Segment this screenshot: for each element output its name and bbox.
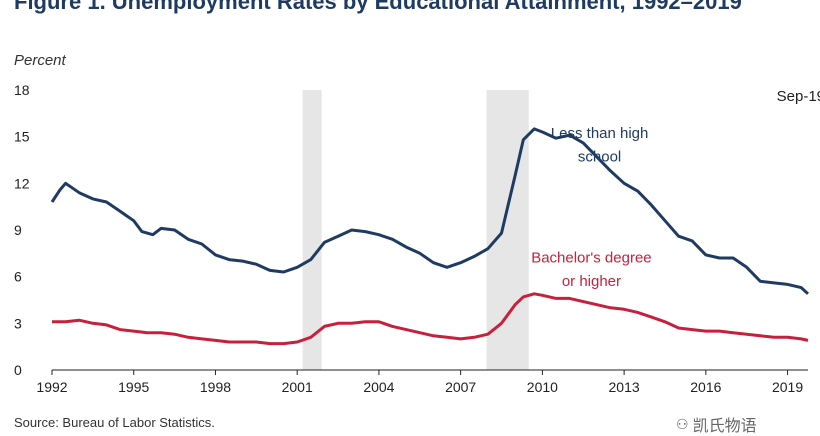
x-tick-label: 2010: [527, 379, 558, 395]
y-tick-label: 12: [14, 175, 30, 191]
x-tick-label: 1998: [200, 379, 231, 395]
y-tick-label: 0: [14, 362, 22, 378]
chart-title: Figure 1. Unemployment Rates by Educatio…: [14, 0, 742, 14]
recession-band-1: [302, 90, 322, 370]
y-tick-label: 15: [14, 129, 30, 145]
x-tick-label: 2016: [690, 379, 721, 395]
annotations: Sep-19 Less than high school Bachelor's deg…: [531, 88, 820, 290]
axes: 0 3 6 9 12 15 18 1992 1995 1998 2001 2004 2007 2010 20…: [14, 82, 808, 395]
series-line-less-than-high-school: [50, 127, 810, 295]
source-note: Source: Bureau of Labor Statistics.: [14, 415, 215, 430]
y-tick-label: 9: [14, 222, 22, 238]
y-tick-label: 18: [14, 82, 30, 98]
watermark-text: 凯氏物语: [692, 418, 757, 435]
y-tick-label: 6: [14, 269, 22, 285]
recession-band-2: [486, 90, 529, 370]
x-tick-label: 1995: [118, 379, 149, 395]
x-tick-label: 2004: [363, 379, 394, 395]
series: [50, 127, 810, 346]
annotation-label: Sep-19: [777, 88, 820, 105]
annotation-label: Less than high: [551, 125, 649, 142]
x-tick-label: 2007: [445, 379, 476, 395]
x-tick-label: 2001: [282, 379, 313, 395]
y-tick-label: 3: [14, 315, 22, 331]
series-line-bachelors-or-higher: [52, 292, 809, 346]
watermark: ⚇ 凯氏物语: [676, 412, 757, 436]
x-tick-label: 1992: [36, 379, 67, 395]
annotation-label: or higher: [562, 273, 621, 290]
wechat-icon: ⚇: [676, 415, 689, 432]
recession-shading: [302, 90, 529, 370]
y-axis-label: Percent: [14, 52, 66, 69]
annotation-label: Bachelor's degree: [531, 250, 651, 267]
x-tick-label: 2013: [609, 379, 640, 395]
annotation-label: school: [578, 149, 621, 166]
x-tick-label: 2019: [772, 379, 803, 395]
